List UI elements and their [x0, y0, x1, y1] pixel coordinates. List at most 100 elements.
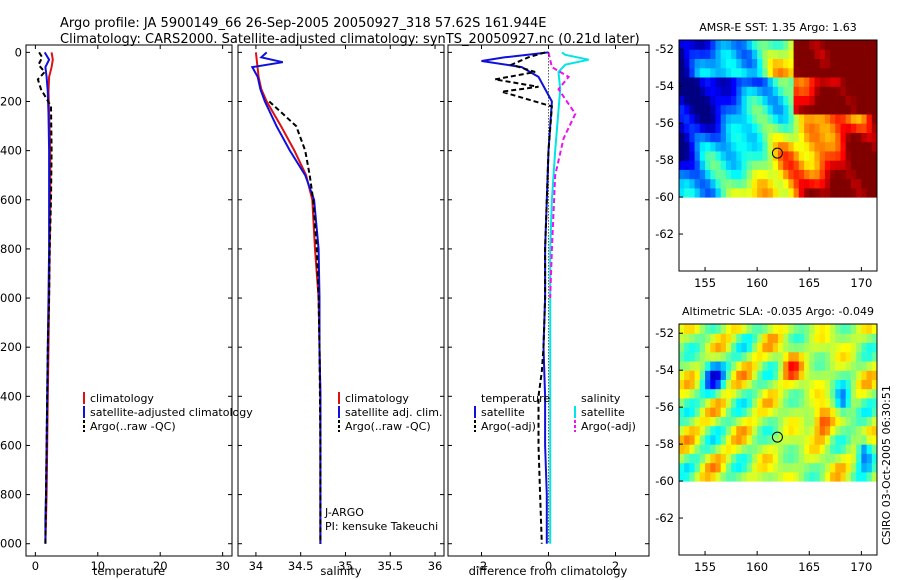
map-cell	[731, 351, 737, 362]
map-cell	[679, 95, 685, 106]
map-cell	[767, 113, 774, 124]
map-cell	[871, 123, 877, 133]
map-cell	[746, 453, 753, 464]
map-cell	[705, 113, 711, 124]
map-cell	[778, 104, 784, 115]
map-cell	[731, 150, 737, 161]
map-cell	[736, 351, 743, 362]
sst-map-title: AMSR-E SST: 1.35 Argo: 1.63	[699, 21, 857, 34]
map-cell	[809, 388, 816, 399]
map-cell	[783, 407, 789, 417]
map-cell	[783, 49, 789, 59]
map-cell	[850, 425, 857, 436]
map-cell	[783, 333, 789, 343]
map-cell	[798, 416, 805, 427]
map-cell	[725, 370, 732, 380]
map-cell	[767, 141, 774, 152]
map-cell	[793, 150, 800, 161]
map-cell	[856, 342, 862, 353]
side-stamp: CSIRO 03-Oct-2005 06:30:51	[880, 385, 893, 545]
map-cell	[835, 444, 842, 454]
map-cell	[793, 444, 800, 454]
map-cell	[778, 150, 784, 161]
map-cell	[679, 361, 685, 371]
map-cell	[871, 113, 877, 124]
map-cell	[679, 77, 685, 87]
map-cell	[840, 351, 847, 362]
map-cell	[824, 416, 831, 427]
map-cell	[757, 150, 763, 161]
map-cell	[736, 178, 743, 189]
difference-axis-label: difference from climatology	[469, 564, 628, 578]
map-cell	[757, 86, 763, 96]
map-cell	[819, 187, 826, 198]
map-cell	[866, 104, 873, 115]
map-cell	[762, 370, 769, 380]
map-cell	[710, 40, 717, 50]
map-cell	[710, 58, 717, 69]
map-cell	[689, 141, 696, 152]
map-cell	[856, 123, 862, 133]
map-cell	[772, 333, 779, 343]
map-cell	[850, 333, 857, 343]
map-cell	[741, 169, 748, 180]
map-cell	[819, 178, 826, 189]
map-cell	[824, 49, 831, 59]
map-cell	[679, 187, 685, 198]
map-cell	[783, 453, 789, 464]
map-cell	[751, 95, 758, 106]
map-cell	[788, 86, 795, 96]
map-cell	[746, 388, 753, 399]
temperature-axis-label: temperature	[93, 564, 165, 578]
map-cell	[819, 444, 826, 454]
map-cell	[720, 86, 727, 96]
map-cell	[871, 95, 877, 106]
map-cell	[861, 397, 868, 408]
map-cell	[757, 40, 763, 50]
map-cell	[762, 462, 769, 473]
map-cell	[772, 462, 779, 473]
map-cell	[819, 104, 826, 115]
map-cell	[824, 169, 831, 180]
map-cell	[804, 113, 810, 124]
map-cell	[845, 49, 852, 59]
map-cell	[767, 370, 774, 380]
map-cell	[679, 425, 685, 436]
map-cell	[751, 370, 758, 380]
map-cell	[684, 462, 690, 473]
y-tick-label: 1400	[0, 389, 22, 403]
map-cell	[809, 141, 816, 152]
map-cell	[725, 388, 732, 399]
map-cell	[861, 462, 868, 473]
map-cell	[736, 132, 743, 143]
map-cell	[694, 351, 701, 362]
x-tick-label: 160	[746, 276, 768, 290]
map-cell	[757, 104, 763, 115]
map-cell	[830, 160, 836, 170]
map-cell	[856, 40, 862, 50]
map-cell	[751, 49, 758, 59]
map-cell	[699, 49, 706, 59]
map-cell	[767, 104, 774, 115]
map-cell	[778, 407, 784, 417]
map-cell	[772, 342, 779, 353]
map-cell	[798, 49, 805, 59]
map-cell	[736, 40, 743, 50]
map-cell	[804, 462, 810, 473]
salinity-panel-frame	[237, 44, 445, 557]
map-cell	[689, 178, 696, 189]
map-cell	[715, 86, 722, 96]
map-cell	[679, 379, 685, 390]
map-cell	[751, 351, 758, 362]
map-cell	[830, 123, 836, 133]
map-cell	[778, 333, 784, 343]
map-cell	[856, 67, 862, 78]
map-cell	[715, 333, 722, 343]
map-cell	[830, 77, 836, 87]
x-tick-label: 160	[746, 560, 768, 574]
map-cell	[762, 169, 769, 180]
map-cell	[746, 160, 753, 170]
map-cell	[850, 453, 857, 464]
map-cell	[679, 49, 685, 59]
map-cell	[871, 77, 877, 87]
